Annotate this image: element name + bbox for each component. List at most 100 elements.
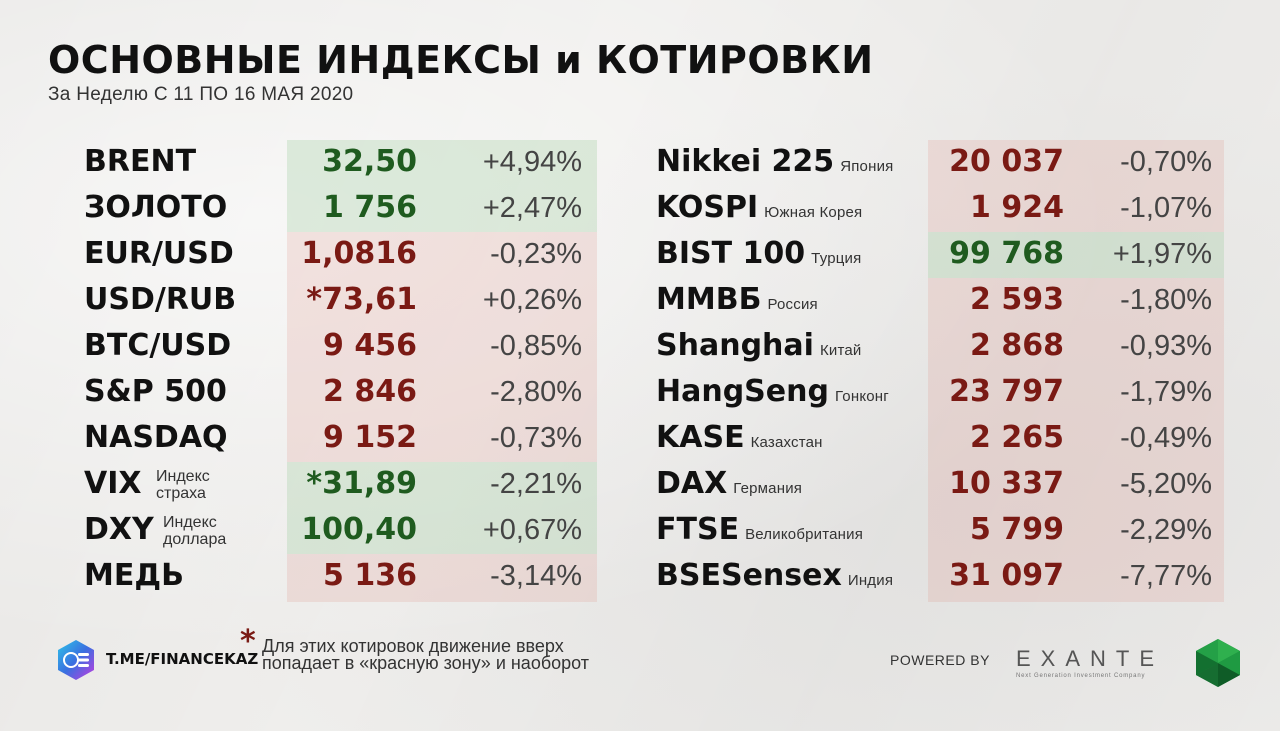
description-line: доллара [163, 531, 227, 548]
index-country: Китай [819, 342, 862, 359]
quote-value: 2 265 [970, 420, 1064, 455]
quote-value: 2 868 [970, 328, 1064, 363]
index-title: BSESensex [656, 558, 842, 593]
channel-label[interactable]: T.ME/FINANCEKAZ [106, 650, 259, 668]
index-title: DAX [656, 466, 728, 501]
instrument-name: S&P 500 [84, 374, 227, 409]
financekaz-logo-icon [58, 640, 94, 680]
quote-value: 32,50 [322, 144, 417, 179]
instrument-description: Индекс доллара [163, 514, 226, 548]
index-country: Южная Корея [764, 204, 863, 221]
index-title: Shanghai [656, 328, 814, 363]
index-name: Shanghai Китай [656, 328, 861, 363]
quote-value: 1,0816 [301, 236, 417, 271]
instrument-name: DXY [84, 512, 154, 547]
table-row: BSESensex Индия 31 097 -7,77% [0, 554, 1280, 600]
index-country: Япония [840, 158, 894, 175]
page-title: ОСНОВНЫЕ ИНДЕКСЫ и КОТИРОВКИ [48, 38, 874, 82]
quote-value: 2 593 [970, 282, 1064, 317]
quote-value: 100,40 [301, 512, 417, 547]
instrument-description: Индекс страха [156, 468, 210, 502]
index-name: ММВБ Россия [656, 282, 818, 317]
quote-change: -0,93% [1120, 330, 1212, 362]
instrument-name: VIX [84, 466, 142, 501]
quote-change: -1,79% [1120, 376, 1212, 408]
quote-change: -2,80% [490, 376, 582, 408]
red-band [287, 232, 597, 462]
index-name: BSESensex Индия [656, 558, 893, 593]
table-row: МЕДЬ 5 136 -3,14% [0, 554, 640, 600]
index-name: KASE Казахстан [656, 420, 823, 455]
quote-value: *73,61 [306, 282, 417, 317]
quote-value: 31 097 [949, 558, 1064, 593]
index-country: Германия [733, 480, 803, 497]
quote-change: -5,20% [1120, 468, 1212, 500]
instrument-name: МЕДЬ [84, 558, 184, 593]
quote-change: +4,94% [482, 146, 582, 178]
index-country: Турция [811, 250, 862, 267]
index-name: HangSeng Гонконг [656, 374, 889, 409]
index-country: Казахстан [750, 434, 823, 451]
table-row: ЗОЛОТО 1 756 +2,47% [0, 186, 640, 232]
table-row: FTSE Великобритания 5 799 -2,29% [0, 508, 1280, 554]
table-row: BIST 100 Турция 99 768 +1,97% [0, 232, 1280, 278]
quote-change: +2,47% [482, 192, 582, 224]
quote-value: 99 768 [949, 236, 1064, 271]
quote-change: +0,67% [482, 514, 582, 546]
table-row: KOSPI Южная Корея 1 924 -1,07% [0, 186, 1280, 232]
instrument-name: BRENT [84, 144, 197, 179]
index-title: HangSeng [656, 374, 829, 409]
powered-by-label: POWERED BY [890, 652, 990, 668]
table-row: DAX Германия 10 337 -5,20% [0, 462, 1280, 508]
quote-value: 1 756 [323, 190, 417, 225]
index-country: Россия [767, 296, 818, 313]
index-country: Индия [847, 572, 894, 589]
quote-change: +1,97% [1112, 238, 1212, 270]
quote-change: +0,26% [482, 284, 582, 316]
quote-change: -0,73% [490, 422, 582, 454]
table-row: BTC/USD 9 456 -0,85% [0, 324, 640, 370]
green-band [287, 140, 597, 232]
index-name: BIST 100 Турция [656, 236, 861, 271]
right-quotes-table: Nikkei 225 Япония 20 037 -0,70% KOSPI Южная К… [0, 140, 1280, 602]
quote-value: 5 136 [323, 558, 417, 593]
green-band [928, 232, 1224, 278]
description-line: страха [156, 485, 206, 502]
quote-change: -3,14% [490, 560, 582, 592]
table-row: Shanghai Китай 2 868 -0,93% [0, 324, 1280, 370]
table-row: DXY Индекс доллара 100,40 +0,67% [0, 508, 640, 554]
red-band [287, 554, 597, 602]
table-row: EUR/USD 1,0816 -0,23% [0, 232, 640, 278]
index-title: BIST 100 [656, 236, 806, 271]
table-row: BRENT 32,50 +4,94% [0, 140, 640, 186]
quote-value: 20 037 [949, 144, 1064, 179]
quote-change: -0,49% [1120, 422, 1212, 454]
quote-change: -1,07% [1120, 192, 1212, 224]
footnote: Для этих котировок движение вверх попада… [262, 636, 590, 673]
index-title: KOSPI [656, 190, 759, 225]
brand-tagline: Next Generation Investment Company [1016, 673, 1146, 679]
quote-change: -2,29% [1120, 514, 1212, 546]
quote-value: 1 924 [970, 190, 1064, 225]
instrument-name: BTC/USD [84, 328, 232, 363]
index-name: Nikkei 225 Япония [656, 144, 893, 179]
instrument-name: EUR/USD [84, 236, 234, 271]
quote-change: -0,23% [490, 238, 582, 270]
table-row: HangSeng Гонконг 23 797 -1,79% [0, 370, 1280, 416]
red-band [928, 140, 1224, 232]
index-title: Nikkei 225 [656, 144, 835, 179]
table-row: Nikkei 225 Япония 20 037 -0,70% [0, 140, 1280, 186]
index-title: FTSE [656, 512, 740, 547]
table-row: S&P 500 2 846 -2,80% [0, 370, 640, 416]
index-country: Великобритания [745, 526, 864, 543]
quote-change: -0,70% [1120, 146, 1212, 178]
description-line: Индекс [156, 468, 210, 485]
quote-value: 9 152 [323, 420, 417, 455]
quote-value: 5 799 [970, 512, 1064, 547]
quote-value: 10 337 [949, 466, 1064, 501]
table-row: NASDAQ 9 152 -0,73% [0, 416, 640, 462]
index-title: KASE [656, 420, 745, 455]
index-name: DAX Германия [656, 466, 802, 501]
quote-value: *31,89 [306, 466, 417, 501]
index-title: ММВБ [656, 282, 762, 317]
